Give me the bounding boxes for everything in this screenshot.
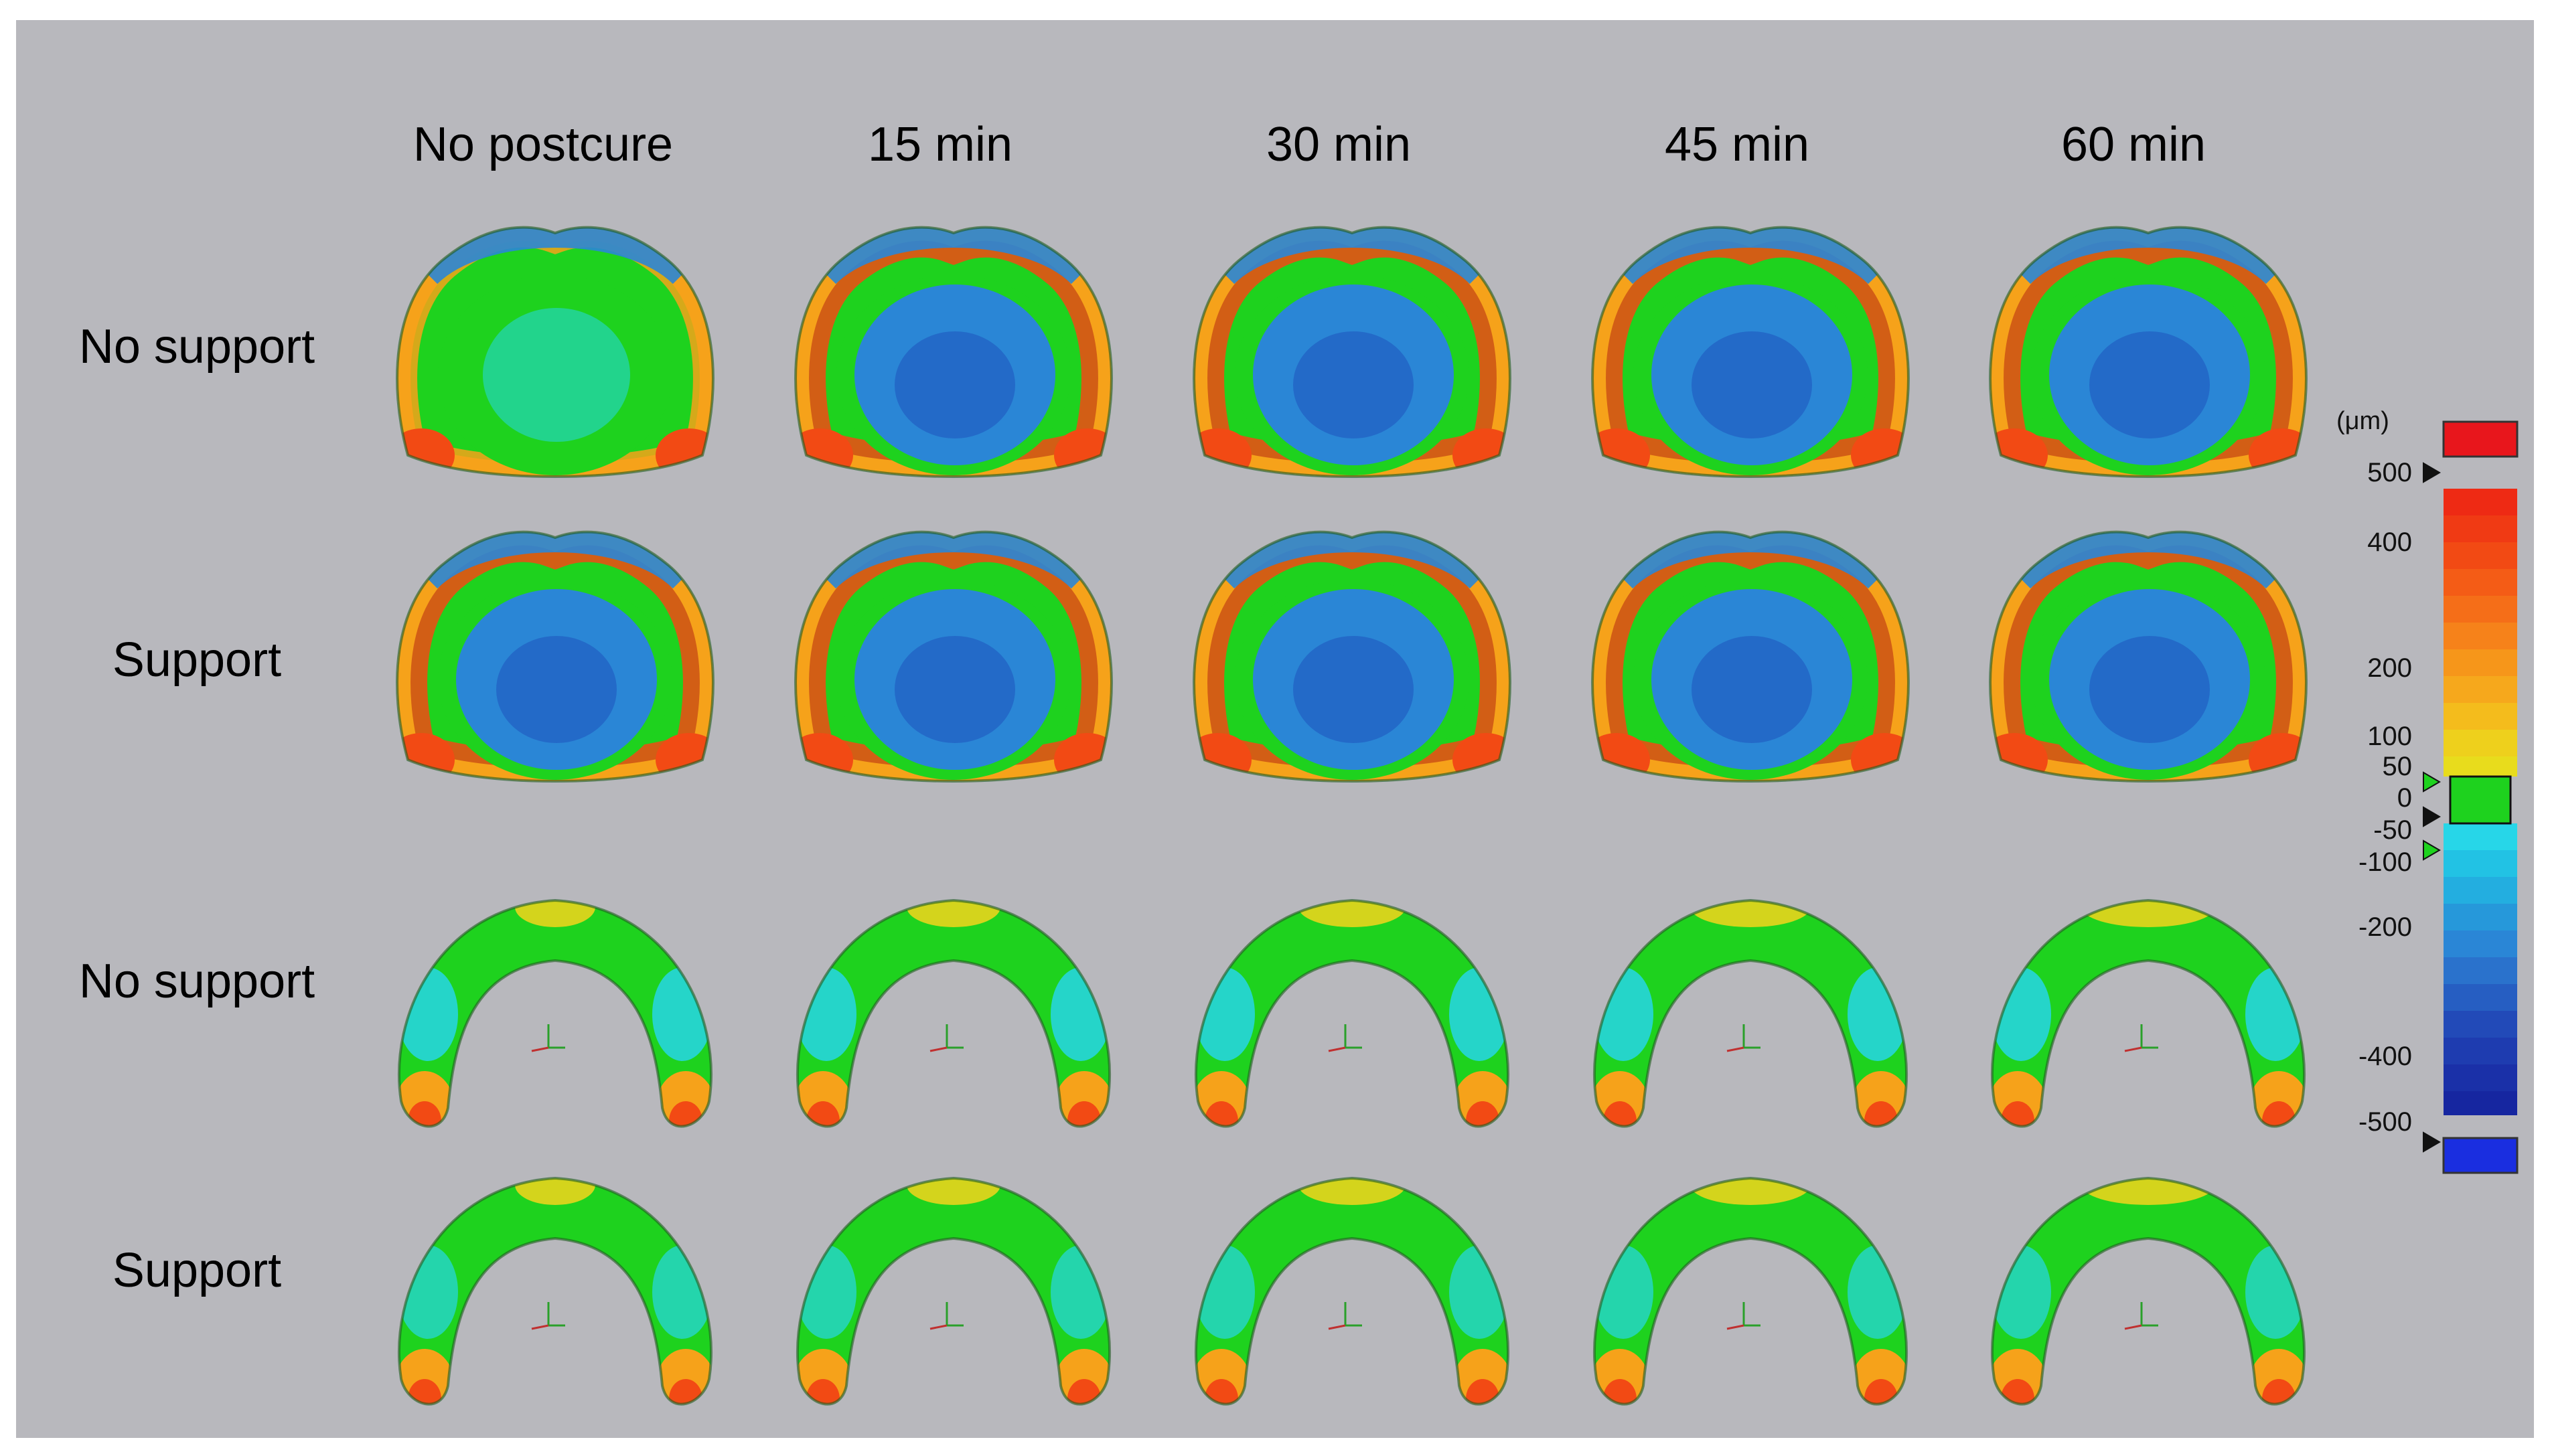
deviation-map-maxillary-support-4	[1974, 519, 2322, 800]
row-label-support-maxillary: Support	[112, 633, 282, 687]
deviation-map-mandibular-support-4	[1974, 1158, 2322, 1439]
axis-triad-icon	[2124, 1302, 2158, 1330]
scale-band	[2444, 730, 2517, 756]
deviation-map-maxillary-support-2	[1178, 519, 1526, 800]
scale-tick-label: -200	[2358, 912, 2412, 942]
row-label-support-mandibular: Support	[112, 1244, 282, 1297]
axis-triad-icon	[2124, 1024, 2158, 1052]
axis-triad-icon	[531, 1024, 565, 1052]
scale-tick-label: -100	[2358, 847, 2412, 877]
scale-tick-label: -400	[2358, 1042, 2412, 1071]
deviation-map-mandibular-support-1	[779, 1158, 1128, 1439]
scale-band	[2444, 515, 2517, 542]
scale-band	[2444, 1011, 2517, 1038]
scale-band	[2444, 756, 2517, 777]
scale-upper-tolerance-marker-icon	[2423, 771, 2441, 793]
scale-tick-label: -500	[2358, 1107, 2412, 1137]
deviation-map-maxillary-no-support-2	[1178, 214, 1526, 495]
scale-band	[2444, 649, 2517, 676]
figure-panel: No postcure 15 min 30 min 45 min 60 min …	[16, 20, 2534, 1438]
axis-triad-icon	[929, 1302, 964, 1330]
scale-tick-label: 0	[2397, 783, 2412, 813]
deviation-map-maxillary-no-support-3	[1576, 214, 1925, 495]
scale-max-marker-icon	[2423, 462, 2441, 483]
scale-band	[2444, 931, 2517, 957]
deviation-map-mandibular-support-3	[1576, 1158, 1925, 1439]
scale-band	[2444, 904, 2517, 931]
deviation-map-mandibular-no-support-1	[779, 880, 1128, 1161]
column-header-30-min: 30 min	[1266, 118, 1412, 171]
deviation-map-mandibular-no-support-3	[1576, 880, 1925, 1161]
axis-triad-icon	[1328, 1024, 1362, 1052]
deviation-map-maxillary-support-3	[1576, 519, 1925, 800]
scale-band	[2444, 1064, 2517, 1091]
deviation-map-mandibular-no-support-2	[1178, 880, 1526, 1161]
scale-band	[2444, 489, 2517, 515]
deviation-map-maxillary-no-support-1	[779, 214, 1128, 495]
scale-band	[2444, 676, 2517, 703]
scale-band	[2444, 850, 2517, 877]
scale-over-max-swatch	[2442, 420, 2519, 458]
color-scale-bar	[2423, 420, 2519, 1174]
deviation-map-mandibular-no-support-0	[381, 880, 729, 1161]
scale-under-min-swatch	[2442, 1137, 2519, 1174]
scale-unit-label: (μm)	[2336, 407, 2389, 435]
scale-band	[2444, 823, 2517, 850]
scale-tick-label: 400	[2367, 528, 2412, 557]
scale-band	[2444, 984, 2517, 1011]
axis-triad-icon	[1328, 1302, 1362, 1330]
scale-min-marker-icon	[2423, 1131, 2441, 1153]
scale-tick-label: 500	[2367, 458, 2412, 487]
column-header-45-min: 45 min	[1664, 118, 1810, 171]
scale-band	[2444, 1038, 2517, 1064]
axis-triad-icon	[929, 1024, 964, 1052]
scale-lower-tolerance-marker-icon	[2423, 839, 2441, 861]
scale-tick-label: 50	[2382, 752, 2413, 781]
row-label-no-support-maxillary: No support	[78, 320, 315, 374]
deviation-map-mandibular-no-support-4	[1974, 880, 2322, 1161]
scale-band	[2444, 877, 2517, 904]
deviation-map-maxillary-support-1	[779, 519, 1128, 800]
scale-band	[2444, 957, 2517, 984]
axis-triad-icon	[531, 1302, 565, 1330]
scale-tick-label: -50	[2373, 815, 2412, 845]
scale-tolerance-swatch	[2449, 775, 2512, 825]
scale-band	[2444, 623, 2517, 649]
column-header-15-min: 15 min	[867, 118, 1013, 171]
scale-band	[2444, 542, 2517, 569]
column-header-60-min: 60 min	[2060, 118, 2206, 171]
scale-tick-label: 200	[2367, 653, 2412, 683]
scale-band	[2444, 569, 2517, 596]
scale-tick-label: 100	[2367, 722, 2412, 751]
scale-band	[2444, 1091, 2517, 1115]
deviation-map-maxillary-no-support-0	[381, 214, 729, 495]
axis-triad-icon	[1726, 1302, 1760, 1330]
scale-band	[2444, 703, 2517, 730]
deviation-map-maxillary-no-support-4	[1974, 214, 2322, 495]
scale-zero-marker-icon	[2423, 806, 2441, 827]
row-label-no-support-mandibular: No support	[78, 955, 315, 1008]
axis-triad-icon	[1726, 1024, 1760, 1052]
scale-band	[2444, 596, 2517, 623]
deviation-map-mandibular-support-0	[381, 1158, 729, 1439]
deviation-map-maxillary-support-0	[381, 519, 729, 800]
deviation-map-mandibular-support-2	[1178, 1158, 1526, 1439]
column-header-no-postcure: No postcure	[412, 118, 674, 171]
